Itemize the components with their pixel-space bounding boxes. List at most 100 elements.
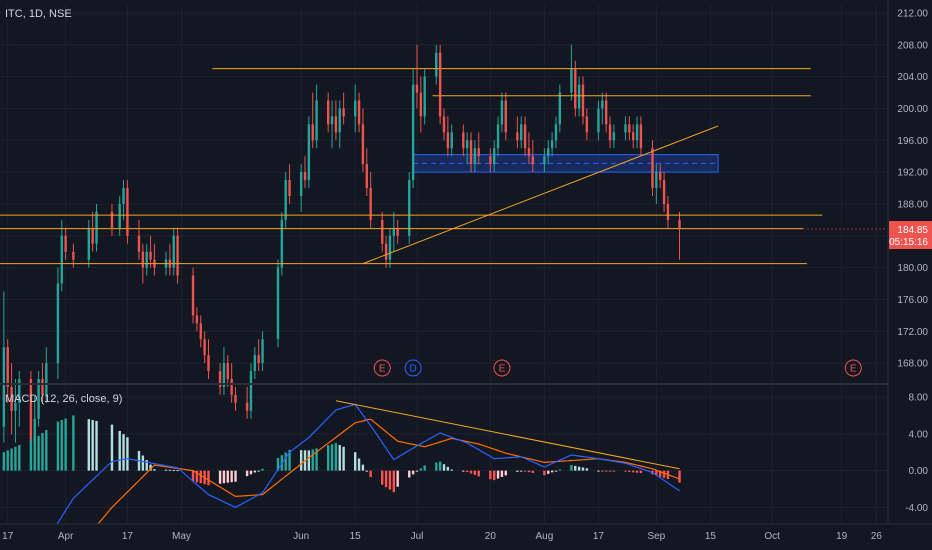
- macd-histogram-bar: [311, 449, 314, 471]
- candle: [330, 100, 334, 149]
- candle: [581, 76, 585, 125]
- candle-body: [126, 188, 129, 236]
- candle: [145, 243, 148, 276]
- candle: [408, 172, 411, 244]
- candle: [631, 124, 635, 149]
- candle: [91, 211, 94, 252]
- macd-histogram-bar: [577, 466, 581, 471]
- macd-histogram-bar: [18, 444, 21, 471]
- price-tick-label: 176.00: [897, 295, 928, 306]
- macd-histogram-bar: [299, 450, 303, 471]
- candle-body: [226, 363, 229, 380]
- macd-histogram-bar: [547, 470, 550, 474]
- candle-body: [435, 52, 438, 77]
- event-marker-earnings[interactable]: E: [493, 359, 511, 377]
- candle: [284, 172, 287, 228]
- candle: [56, 267, 60, 380]
- candle-body: [245, 402, 249, 411]
- macd-histogram-bar: [585, 468, 589, 471]
- candle: [245, 386, 249, 419]
- macd-histogram-bar: [659, 470, 662, 477]
- candle: [612, 124, 616, 149]
- candle: [122, 180, 125, 220]
- candle-body: [303, 172, 307, 181]
- macd-pane: [0, 383, 932, 550]
- event-marker-earnings[interactable]: E: [373, 359, 391, 377]
- candle-body: [635, 124, 639, 141]
- candle-body: [64, 235, 67, 252]
- candle: [678, 211, 681, 260]
- candle-body: [122, 188, 125, 204]
- candle: [396, 219, 399, 244]
- macd-histogram-bar: [408, 470, 411, 478]
- event-marker-label: E: [499, 364, 506, 375]
- candle: [473, 140, 477, 173]
- candle: [628, 116, 631, 141]
- candle: [261, 331, 264, 372]
- candle-body: [624, 124, 627, 133]
- candle: [423, 68, 426, 125]
- macd-histogram-bar: [168, 469, 172, 471]
- candle: [45, 347, 48, 403]
- candle: [176, 227, 179, 284]
- candle: [326, 92, 330, 133]
- candle-body: [330, 116, 334, 125]
- macd-histogram-bar: [91, 420, 94, 471]
- candle-body: [477, 148, 480, 157]
- event-marker-circle: [493, 359, 511, 377]
- macd-histogram-bar: [60, 420, 63, 471]
- macd-histogram-bar: [141, 455, 145, 471]
- macd-histogram-bar: [435, 462, 438, 471]
- macd-histogram-bar: [222, 470, 226, 484]
- candle-body: [520, 124, 523, 141]
- candle: [18, 371, 21, 427]
- macd-histogram-bar: [288, 449, 291, 471]
- macd-histogram-bar: [122, 434, 125, 471]
- symbol-name: ITC: [5, 8, 23, 20]
- candle-body: [678, 219, 681, 230]
- macd-histogram-bar: [396, 470, 399, 487]
- macd-histogram-bar: [307, 450, 311, 471]
- macd-histogram-bar: [354, 452, 357, 471]
- candle: [489, 148, 492, 173]
- macd-legend[interactable]: MACD (12, 26, close, 9): [5, 393, 123, 405]
- candle-body: [415, 84, 419, 93]
- candle: [585, 108, 589, 141]
- candle-body: [662, 180, 666, 204]
- candle-body: [523, 124, 527, 149]
- candle: [435, 44, 438, 85]
- candle-body: [199, 323, 202, 340]
- candle: [496, 116, 500, 157]
- horizontal-levels: [0, 68, 888, 265]
- candle: [523, 116, 527, 157]
- macd-histogram-bar: [245, 470, 249, 477]
- candle-body: [338, 108, 341, 133]
- macd-histogram-bar: [604, 470, 608, 472]
- candle: [299, 164, 303, 212]
- macd-histogram-bar: [72, 415, 75, 471]
- candle-body: [651, 148, 654, 189]
- macd-histogram-bar: [608, 470, 612, 472]
- price-tick-label: 188.00: [897, 199, 928, 210]
- event-marker-dividend[interactable]: D: [404, 359, 422, 377]
- candle: [234, 386, 237, 411]
- macd-histogram-bar: [655, 470, 658, 476]
- candle-body: [666, 203, 670, 220]
- macd-histogram-bar: [477, 470, 480, 477]
- candle: [570, 44, 573, 101]
- candle-body: [516, 132, 519, 141]
- symbol-header[interactable]: ITC, 1D, NSE: [5, 8, 72, 20]
- event-marker-earnings[interactable]: E: [844, 359, 862, 377]
- candle: [531, 140, 534, 173]
- event-marker-label: E: [379, 364, 386, 375]
- candle: [342, 92, 345, 125]
- candle-body: [95, 211, 98, 244]
- candle: [639, 116, 643, 157]
- macd-tick-label: 8.00: [909, 393, 929, 404]
- price-tick-label: 200.00: [897, 104, 928, 115]
- macd-histogram-bar: [500, 470, 504, 477]
- candle: [500, 92, 504, 133]
- candle-body: [315, 100, 318, 141]
- macd-histogram-bar: [249, 470, 253, 475]
